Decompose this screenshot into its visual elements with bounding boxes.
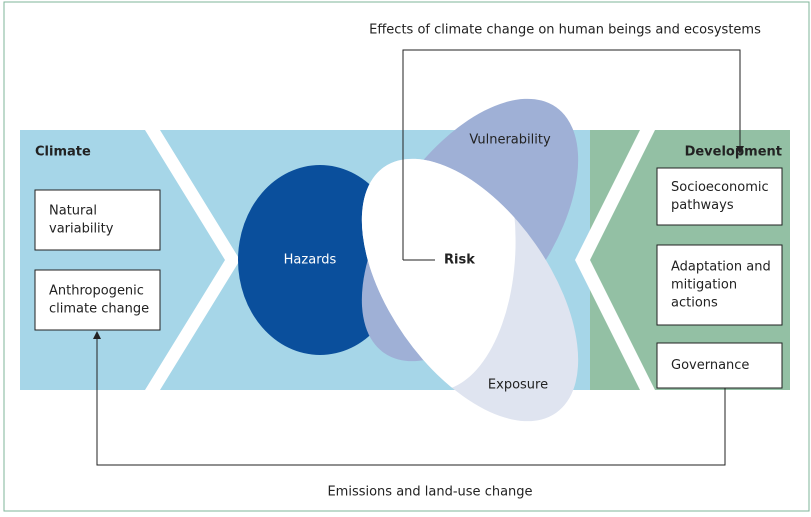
box-text: Anthropogenic — [49, 284, 144, 299]
development-label: Development — [685, 145, 782, 160]
exposure-label: Exposure — [488, 378, 548, 393]
box-text: Adaptation and — [671, 260, 771, 275]
box-text: variability — [49, 222, 114, 237]
footer: Emissions and land-use change — [327, 485, 532, 500]
box — [34, 189, 161, 251]
emissions-arrow — [93, 331, 726, 466]
box — [656, 244, 783, 326]
title: Effects of climate change on human being… — [369, 23, 761, 38]
box-text: actions — [671, 296, 718, 311]
chevron — [575, 130, 655, 390]
box — [34, 269, 161, 331]
vulnerability-label: Vulnerability — [469, 133, 551, 148]
hazards-label: Hazards — [284, 253, 337, 268]
box-text: climate change — [49, 302, 149, 317]
hazards-ellipse — [238, 165, 402, 355]
box — [656, 342, 783, 389]
risk-region — [361, 158, 516, 391]
box-text: mitigation — [671, 278, 737, 293]
climate-label: Climate — [35, 145, 91, 160]
box-text: Governance — [671, 358, 749, 373]
effects-arrow — [402, 49, 744, 260]
box-text: Socioeconomic — [671, 180, 769, 195]
box — [656, 167, 783, 226]
box-text: pathways — [671, 198, 734, 213]
box-text: Natural — [49, 204, 97, 219]
risk-label: Risk — [444, 253, 475, 268]
